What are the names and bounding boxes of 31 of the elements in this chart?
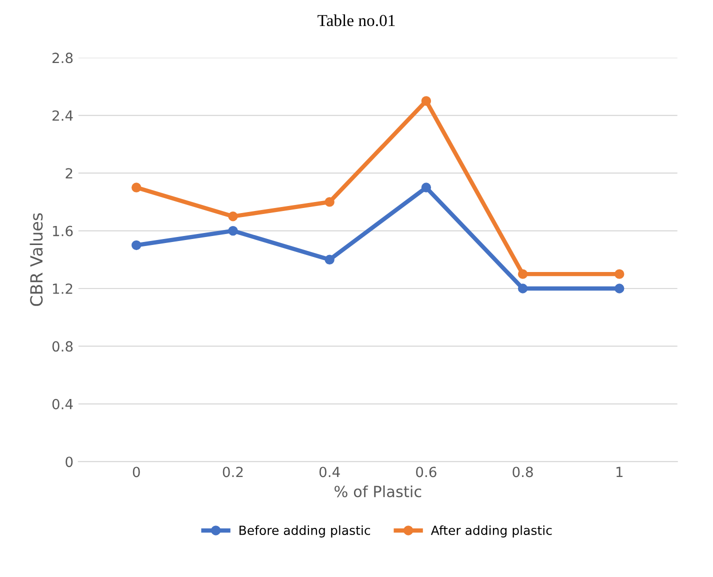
text: Table no.01 [318, 14, 395, 26]
point [614, 269, 624, 279]
point [614, 284, 624, 294]
point [421, 96, 432, 106]
x-tick-label: 0 [132, 466, 140, 478]
y-tick-label: 2.4 [52, 110, 73, 121]
x-tick-label: 0.4 [319, 466, 340, 478]
y-tick-label: 0 [66, 456, 73, 468]
y-tick-label: 0.8 [52, 341, 73, 352]
point [324, 254, 334, 265]
legend-label: Before adding plastic [240, 525, 370, 538]
y-tick-label: 1.2 [53, 283, 72, 294]
y-tick-label: 0.4 [52, 398, 73, 410]
x-tick-label: 1 [616, 466, 623, 478]
x-axis-title: % of Plastic [334, 485, 422, 498]
point [518, 269, 528, 279]
y-tick-label: 1.6 [53, 226, 73, 236]
x-tick-label: 0.6 [416, 466, 436, 478]
point [324, 197, 334, 207]
point [132, 240, 142, 250]
x-tick-label: 0.8 [512, 466, 533, 478]
point [132, 182, 142, 192]
legend-label: After adding plastic [430, 525, 552, 538]
y-tick-label: 2 [66, 168, 72, 178]
y-tick-label: 2.8 [52, 52, 73, 64]
point [228, 226, 238, 236]
point [518, 284, 528, 294]
x-tick-label: 0.2 [222, 466, 243, 478]
point [228, 212, 238, 222]
y-axis-title: CBR Values [30, 213, 43, 306]
point [421, 182, 432, 192]
